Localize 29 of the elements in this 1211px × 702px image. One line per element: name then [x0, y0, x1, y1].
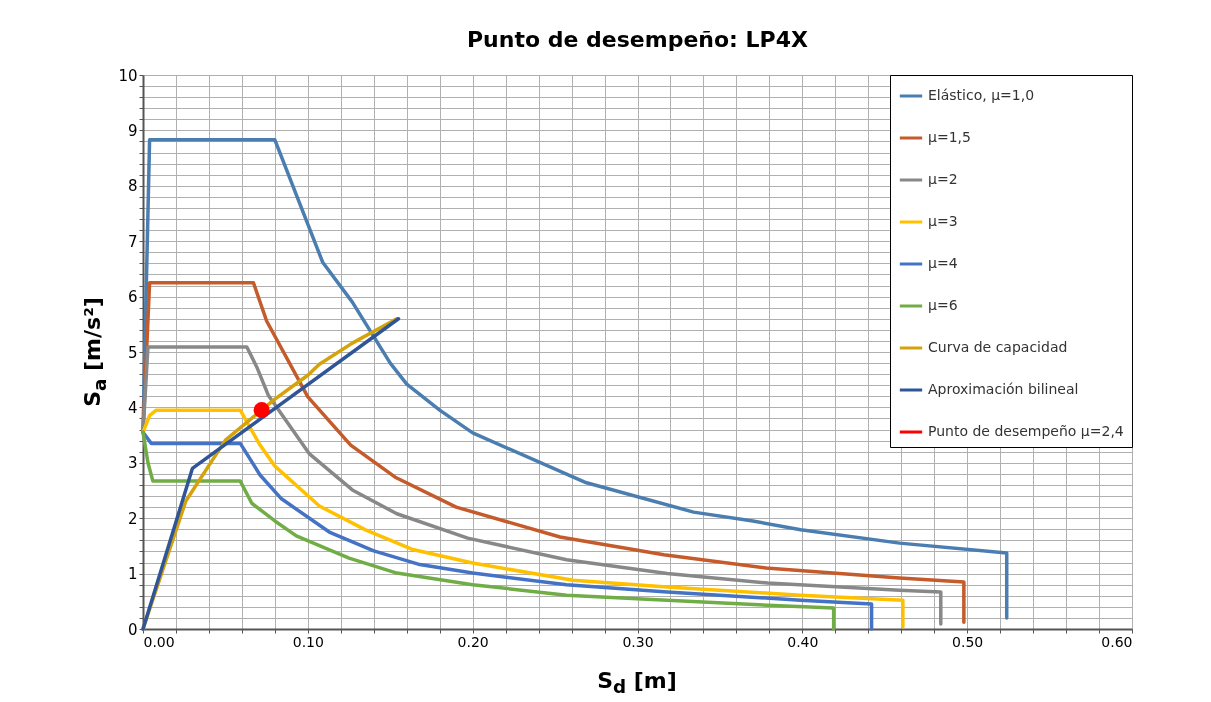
- chart-title: Punto de desempeño: LP4X: [467, 27, 809, 52]
- y-tick-label: 1: [127, 565, 138, 584]
- legend-label: μ=6: [928, 297, 958, 313]
- legend-label: Aproximación bilineal: [928, 381, 1079, 397]
- x-tick-label: 0.30: [622, 633, 654, 650]
- legend-label: μ=4: [928, 255, 958, 271]
- legend-label: Elástico, μ=1,0: [928, 87, 1035, 103]
- y-tick-label: 10: [118, 66, 138, 85]
- legend-label: Curva de capacidad: [928, 339, 1068, 355]
- y-tick-label: 7: [127, 232, 138, 251]
- x-tick-label: 0.60: [1101, 633, 1133, 650]
- y-tick-label: 8: [127, 177, 138, 196]
- x-tick-label: 0.10: [292, 633, 324, 650]
- x-tick-label: 0.00: [143, 633, 175, 650]
- y-tick-label: 6: [127, 288, 138, 307]
- x-tick-label: 0.50: [952, 633, 984, 650]
- y-tick-label: 2: [127, 509, 138, 528]
- legend-label: μ=2: [928, 171, 958, 187]
- y-tick-label: 4: [127, 398, 138, 417]
- x-axis-title: S$_{d}$ [m]: [597, 668, 677, 698]
- y-tick-label: 9: [127, 121, 138, 140]
- legend-label: μ=1,5: [928, 129, 971, 145]
- legend-label: μ=3: [928, 213, 958, 229]
- x-tick-label: 0.20: [457, 633, 489, 650]
- legend-label: Punto de desempeño μ=2,4: [928, 423, 1124, 439]
- y-tick-label: 3: [127, 454, 138, 473]
- y-tick-label: 0: [127, 620, 138, 639]
- x-tick-label: 0.40: [787, 633, 819, 650]
- y-tick-label: 5: [127, 343, 138, 362]
